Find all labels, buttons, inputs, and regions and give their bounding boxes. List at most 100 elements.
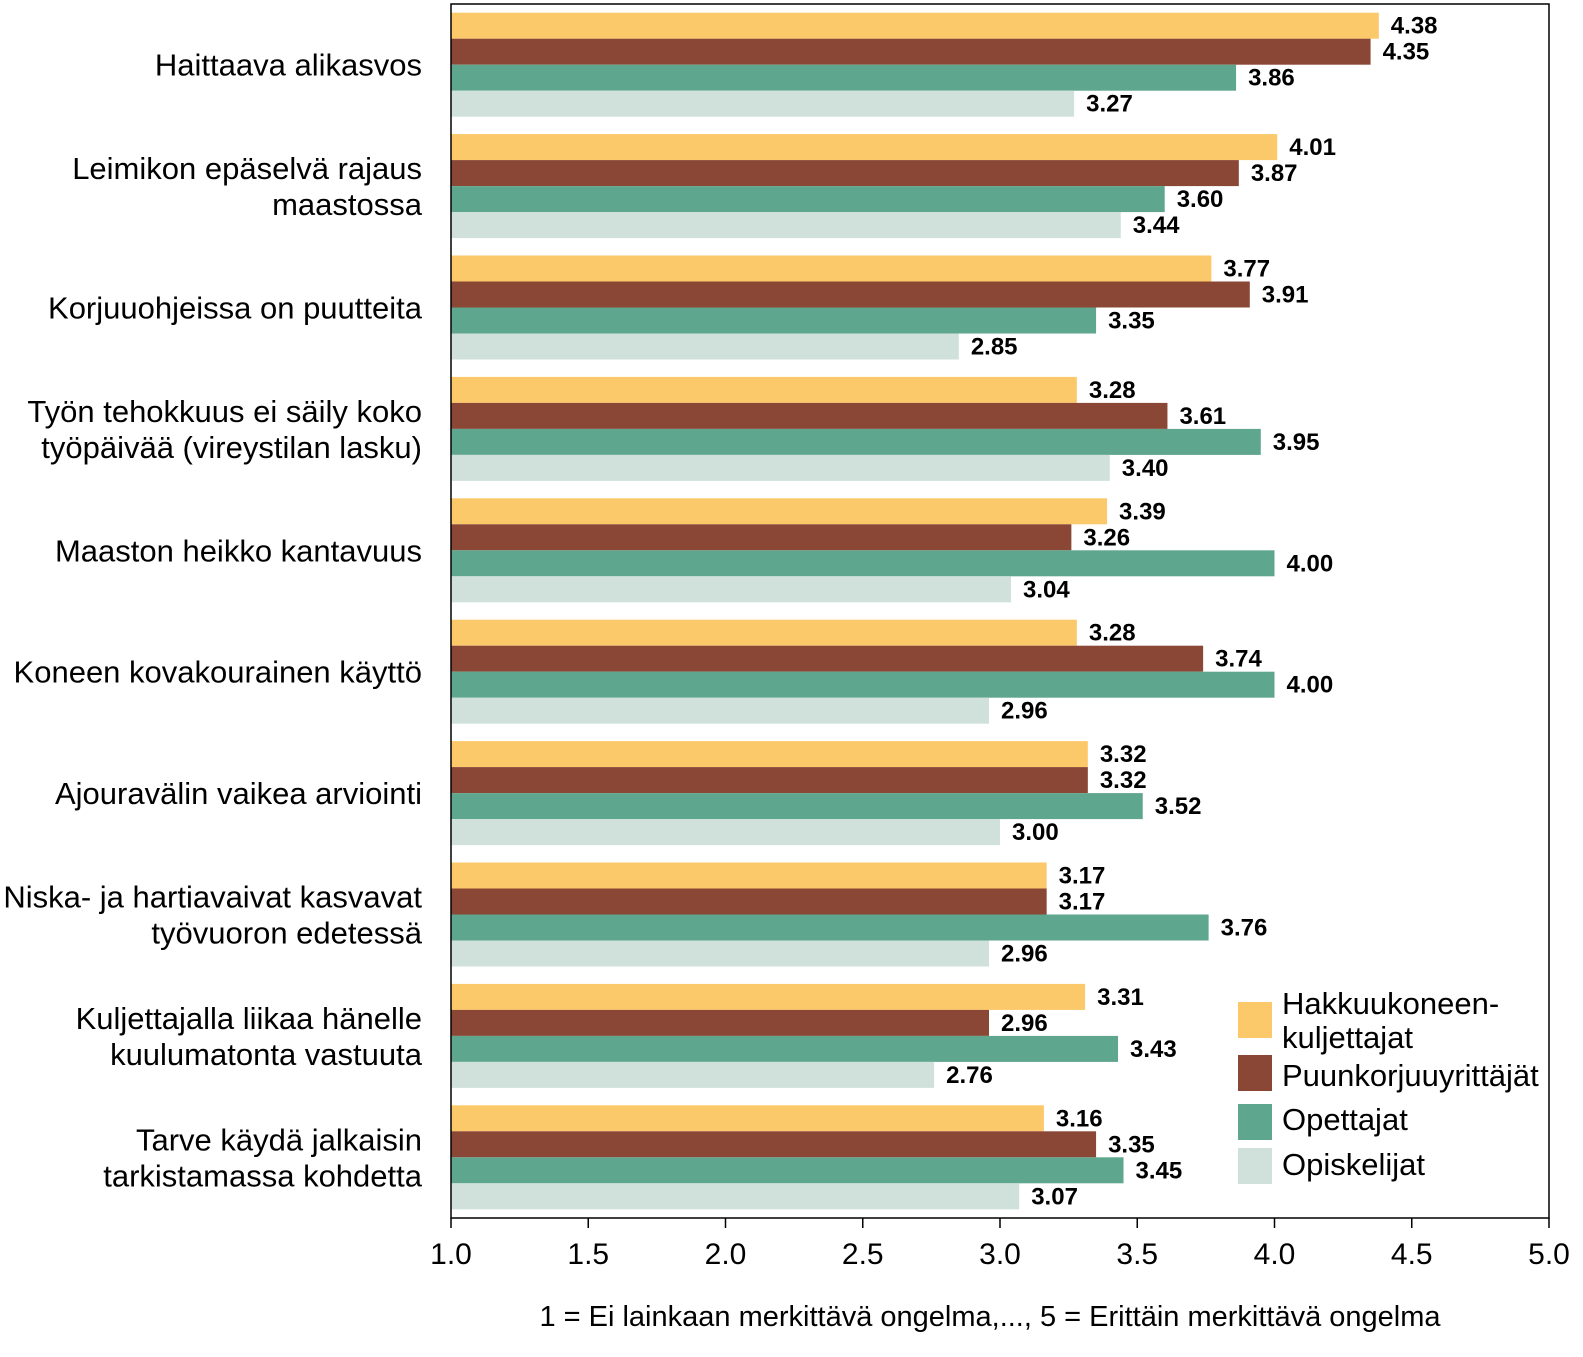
- data-label: 3.87: [1251, 160, 1298, 187]
- data-label: 3.35: [1108, 308, 1155, 335]
- data-label: 3.76: [1221, 915, 1268, 942]
- category-label: Koneen kovakourainen käyttö: [14, 655, 422, 690]
- bar: [451, 697, 990, 724]
- data-label: 3.43: [1130, 1036, 1177, 1063]
- bar: [451, 741, 1088, 768]
- x-tick-label: 2.0: [705, 1238, 747, 1271]
- legend-label: Hakkuukoneen-: [1282, 986, 1499, 1021]
- category-label: Ajouravälin vaikea arviointi: [55, 776, 422, 811]
- data-label: 3.91: [1262, 282, 1309, 309]
- data-label: 3.40: [1122, 455, 1169, 482]
- category-label: Kuljettajalla liikaa hänelle: [76, 1001, 422, 1036]
- data-label: 2.96: [1001, 1010, 1048, 1037]
- x-tick-label: 4.5: [1391, 1238, 1433, 1271]
- bar: [451, 134, 1278, 161]
- data-label: 3.17: [1059, 863, 1106, 890]
- data-label: 3.32: [1100, 767, 1147, 794]
- data-label: 4.35: [1383, 39, 1430, 66]
- category-label: työpäivää (vireystilan lasku): [41, 430, 422, 465]
- bar: [451, 576, 1011, 603]
- data-label: 3.32: [1100, 741, 1147, 768]
- value-labels-layer: 4.384.35 3.86 3.27 4.013.87 3.603.44 3.773.91…: [946, 13, 1437, 1211]
- bar: [451, 940, 990, 967]
- data-label: 2.85: [971, 334, 1018, 361]
- data-label: 3.77: [1223, 256, 1270, 283]
- category-label: maastossa: [272, 187, 423, 222]
- data-label: 3.17: [1059, 889, 1106, 916]
- data-label: 2.96: [1001, 698, 1048, 725]
- bar: [451, 645, 1204, 672]
- category-label: Maaston heikko kantavuus: [55, 533, 422, 568]
- category-label: työvuoron edetessä: [151, 916, 422, 951]
- legend-label: Opiskelijat: [1282, 1147, 1425, 1182]
- x-axis-label: 1 = Ei lainkaan merkittävä ongelma,..., …: [539, 1301, 1441, 1333]
- data-label: 4.00: [1287, 550, 1334, 577]
- x-tick-label: 5.0: [1528, 1238, 1570, 1271]
- bar: [451, 160, 1239, 187]
- legend-swatch: [1238, 1055, 1272, 1091]
- legend-swatch: [1238, 1104, 1272, 1140]
- bar: [451, 90, 1075, 117]
- data-label: 3.04: [1023, 576, 1070, 603]
- bar: [451, 498, 1108, 525]
- data-label: 3.74: [1215, 646, 1262, 673]
- bar: [451, 1061, 935, 1088]
- bar: [451, 1009, 990, 1036]
- data-label: 4.38: [1391, 13, 1438, 40]
- bar: [451, 1131, 1097, 1158]
- category-label: kuulumatonta vastuuta: [110, 1037, 423, 1072]
- data-label: 3.07: [1031, 1183, 1078, 1210]
- bar: [451, 819, 1000, 846]
- data-label: 3.61: [1179, 403, 1226, 430]
- category-label: Leimikon epäselvä rajaus: [72, 151, 422, 186]
- data-label: 3.27: [1086, 91, 1133, 118]
- legend-label: kuljettajat: [1282, 1020, 1413, 1055]
- bar: [451, 454, 1110, 481]
- bar: [451, 255, 1212, 282]
- bar: [451, 333, 959, 360]
- data-label: 3.52: [1155, 793, 1202, 820]
- bar: [451, 428, 1261, 455]
- data-label: 3.45: [1136, 1157, 1183, 1184]
- legend-label: Puunkorjuuyrittäjät: [1282, 1058, 1539, 1093]
- bar: [451, 862, 1047, 889]
- x-tick-label: 1.0: [430, 1238, 472, 1271]
- bar: [451, 524, 1072, 551]
- legend: Hakkuukoneen-kuljettajatPuunkorjuuyrittä…: [1238, 986, 1539, 1184]
- bar: [451, 402, 1168, 429]
- x-tick-label: 1.5: [567, 1238, 609, 1271]
- x-tick-label: 2.5: [842, 1238, 884, 1271]
- data-label: 2.96: [1001, 941, 1048, 968]
- category-label: Haittaava alikasvos: [155, 48, 422, 83]
- category-label: Korjuuohjeissa on puutteita: [48, 291, 423, 326]
- bar: [451, 376, 1077, 403]
- data-label: 3.86: [1248, 65, 1295, 92]
- bar: [451, 983, 1086, 1010]
- data-label: 4.00: [1287, 672, 1334, 699]
- bars-layer: [451, 12, 1379, 1210]
- data-label: 3.16: [1056, 1105, 1103, 1132]
- category-labels-layer: Haittaava alikasvos Leimikon epäselvä raj…: [3, 48, 422, 1194]
- x-tick-label: 3.0: [979, 1238, 1021, 1271]
- data-label: 3.31: [1097, 984, 1144, 1011]
- data-label: 3.00: [1012, 819, 1059, 846]
- bar: [451, 1157, 1124, 1184]
- data-label: 3.26: [1083, 524, 1130, 551]
- bar: [451, 1105, 1044, 1132]
- data-label: 3.28: [1089, 377, 1136, 404]
- bar: [451, 38, 1371, 65]
- data-label: 2.76: [946, 1062, 993, 1089]
- data-label: 3.60: [1177, 186, 1224, 213]
- data-label: 4.01: [1289, 134, 1336, 161]
- bar: [451, 64, 1237, 91]
- bar: [451, 550, 1275, 577]
- bar: [451, 767, 1088, 794]
- x-tick-label: 4.0: [1254, 1238, 1296, 1271]
- data-label: 3.95: [1273, 429, 1320, 456]
- category-label: tarkistamassa kohdetta: [103, 1158, 423, 1193]
- bar: [451, 186, 1165, 213]
- x-tick-label: 3.5: [1116, 1238, 1158, 1271]
- bar: [451, 212, 1121, 239]
- bar: [451, 12, 1379, 39]
- category-label: Niska- ja hartiavaivat kasvavat: [3, 880, 422, 915]
